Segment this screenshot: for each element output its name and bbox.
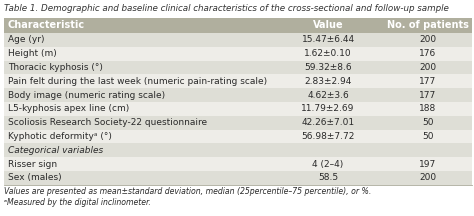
Text: 200: 200	[419, 173, 436, 182]
Bar	[4, 116, 472, 130]
Text: 4 (2–4): 4 (2–4)	[312, 160, 344, 169]
Text: 176: 176	[419, 49, 436, 58]
Text: 177: 177	[419, 77, 436, 86]
Text: Thoracic kyphosis (°): Thoracic kyphosis (°)	[8, 63, 103, 72]
Text: 50: 50	[422, 118, 433, 127]
Bar	[4, 102, 472, 116]
Text: Characteristic: Characteristic	[8, 20, 85, 30]
Text: 177: 177	[419, 91, 436, 100]
Text: Body image (numeric rating scale): Body image (numeric rating scale)	[8, 91, 165, 100]
Bar	[4, 33, 472, 47]
Text: 42.26±7.01: 42.26±7.01	[301, 118, 355, 127]
Text: 50: 50	[422, 132, 433, 141]
Text: 200: 200	[419, 63, 436, 72]
Text: Sex (males): Sex (males)	[8, 173, 62, 182]
Text: Age (yr): Age (yr)	[8, 35, 45, 44]
Text: Kyphotic deformityᵃ (°): Kyphotic deformityᵃ (°)	[8, 132, 112, 141]
Text: Scoliosis Research Society-22 questionnaire: Scoliosis Research Society-22 questionna…	[8, 118, 207, 127]
Bar	[4, 143, 472, 157]
Text: 4.62±3.6: 4.62±3.6	[307, 91, 349, 100]
Text: 15.47±6.44: 15.47±6.44	[301, 35, 355, 44]
Text: Risser sign: Risser sign	[8, 160, 57, 169]
Bar	[4, 47, 472, 61]
Text: 197: 197	[419, 160, 436, 169]
Bar	[4, 171, 472, 185]
Text: Pain felt during the last week (numeric pain-rating scale): Pain felt during the last week (numeric …	[8, 77, 267, 86]
Text: 11.79±2.69: 11.79±2.69	[301, 104, 355, 113]
Text: No. of patients: No. of patients	[387, 20, 468, 30]
Bar	[4, 17, 472, 33]
Text: 188: 188	[419, 104, 436, 113]
Bar	[4, 61, 472, 74]
Text: Value: Value	[313, 20, 343, 30]
Text: 59.32±8.6: 59.32±8.6	[304, 63, 352, 72]
Text: Values are presented as mean±standard deviation, median (25percentile–75 percent: Values are presented as mean±standard de…	[4, 187, 371, 196]
Text: 1.62±0.10: 1.62±0.10	[304, 49, 352, 58]
Bar	[4, 74, 472, 88]
Text: 200: 200	[419, 35, 436, 44]
Text: Table 1. Demographic and baseline clinical characteristics of the cross-sectiona: Table 1. Demographic and baseline clinic…	[4, 4, 449, 13]
Text: ᵃMeasured by the digital inclinometer.: ᵃMeasured by the digital inclinometer.	[4, 198, 151, 207]
Bar	[4, 88, 472, 102]
Text: Height (m): Height (m)	[8, 49, 57, 58]
Bar	[4, 157, 472, 171]
Text: 2.83±2.94: 2.83±2.94	[304, 77, 352, 86]
Text: 58.5: 58.5	[318, 173, 338, 182]
Text: L5-kyphosis apex line (cm): L5-kyphosis apex line (cm)	[8, 104, 129, 113]
Text: 56.98±7.72: 56.98±7.72	[301, 132, 355, 141]
Text: Categorical variables: Categorical variables	[8, 146, 103, 155]
Bar	[4, 130, 472, 143]
